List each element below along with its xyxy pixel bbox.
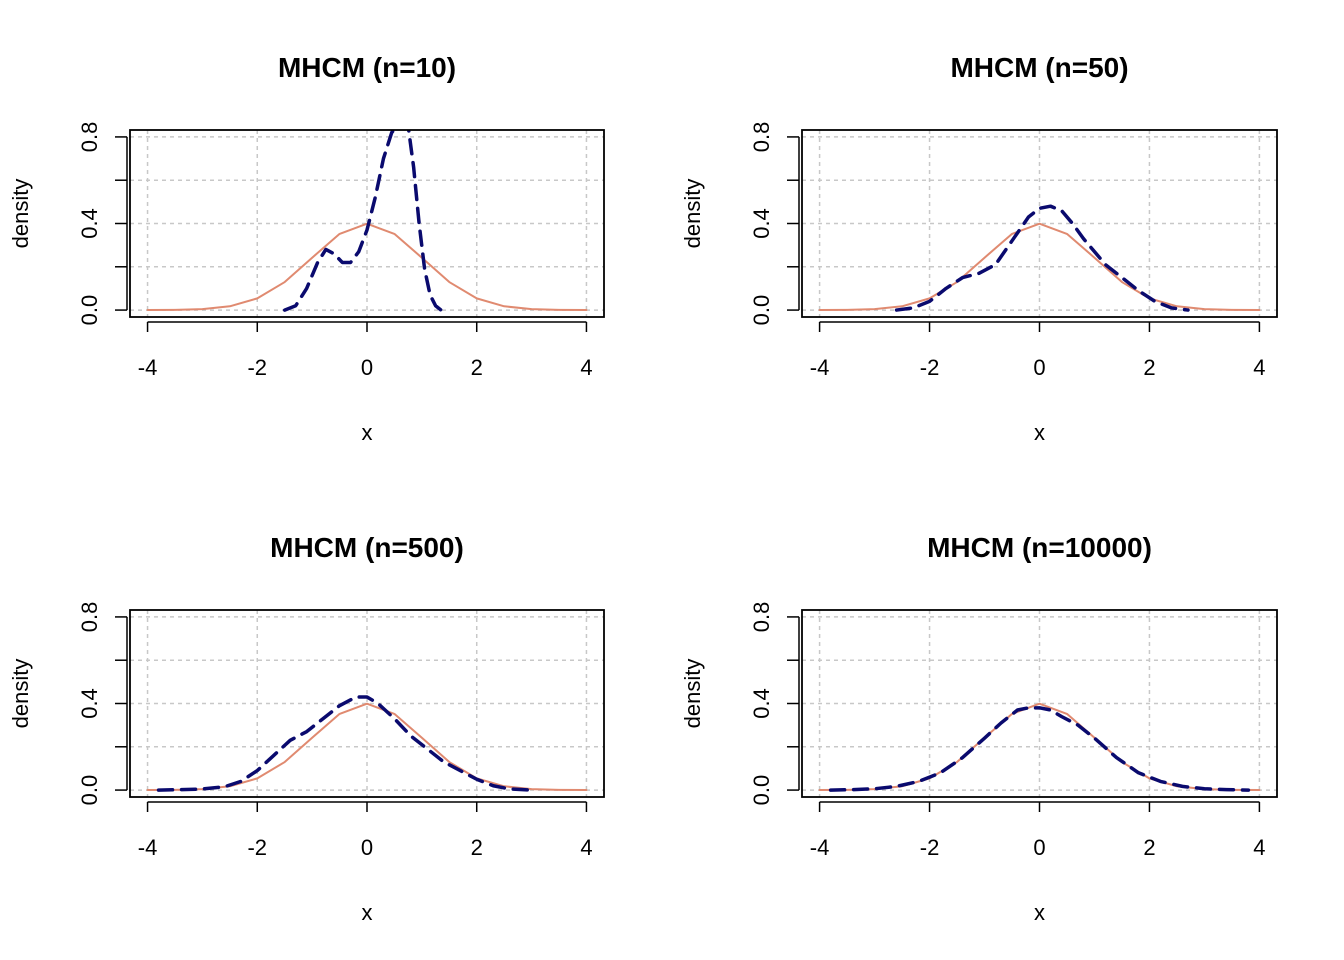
x-tick-label: 4: [1253, 835, 1265, 860]
y-axis-label: density: [680, 659, 705, 729]
grid: [802, 130, 1277, 317]
y-tick-label: 0.4: [77, 688, 102, 719]
y-tick-label: 0.0: [77, 775, 102, 806]
chart-title: MHCM (n=500): [270, 532, 464, 563]
y-tick-label: 0.4: [77, 208, 102, 239]
y-axis: 0.0 0.4 0.8: [77, 602, 128, 806]
y-axis-label: density: [8, 179, 33, 249]
x-axis: -4 -2 0 2 4: [810, 801, 1266, 860]
chart-panel: -4 -2 0 2 4 x 0.0 0.4 0.8 density MHCM (n=500): [8, 532, 605, 925]
x-tick-label: -4: [810, 835, 830, 860]
y-axis: 0.0 0.4 0.8: [77, 122, 128, 326]
series-line-reference: [146, 702, 588, 792]
x-axis-label: x: [1034, 900, 1045, 925]
grid: [802, 610, 1277, 797]
y-axis: 0.0 0.4 0.8: [749, 122, 800, 326]
plot-frame: [129, 609, 605, 798]
y-tick-label: 0.4: [749, 688, 774, 719]
x-axis-label: x: [1034, 420, 1045, 445]
y-axis-label: density: [8, 659, 33, 729]
chart-title: MHCM (n=10): [278, 52, 456, 83]
y-tick-label: 0.8: [77, 122, 102, 153]
x-tick-label: -2: [247, 355, 267, 380]
x-tick-label: 4: [580, 355, 592, 380]
chart-panel: -4 -2 0 2 4 x 0.0 0.4 0.8 density MHCM (n=50): [680, 52, 1278, 445]
x-axis-label: x: [362, 420, 373, 445]
series-line-estimate: [828, 706, 1251, 792]
x-tick-label: 0: [1033, 355, 1045, 380]
x-axis: -4 -2 0 2 4: [810, 321, 1266, 380]
x-tick-label: 2: [471, 835, 483, 860]
grid: [130, 130, 604, 317]
x-tick-label: 4: [1253, 355, 1265, 380]
y-tick-label: 0.0: [749, 775, 774, 806]
chart-title: MHCM (n=10000): [927, 532, 1152, 563]
y-tick-label: 0.8: [749, 122, 774, 153]
chart-panel: -4 -2 0 2 4 x 0.0 0.4 0.8 density MHCM (n=10000): [680, 532, 1278, 925]
x-tick-label: 0: [361, 355, 373, 380]
plot-frame: [801, 129, 1278, 318]
x-tick-label: 2: [1143, 835, 1155, 860]
y-tick-label: 0.0: [749, 295, 774, 326]
x-tick-label: -2: [920, 355, 940, 380]
x-tick-label: 0: [1033, 835, 1045, 860]
y-tick-label: 0.0: [77, 295, 102, 326]
series-line-estimate: [894, 204, 1190, 312]
x-axis: -4 -2 0 2 4: [138, 321, 593, 380]
x-tick-label: -2: [247, 835, 267, 860]
chart-title: MHCM (n=50): [950, 52, 1128, 83]
x-tick-label: 2: [1143, 355, 1155, 380]
y-tick-label: 0.8: [77, 602, 102, 633]
y-tick-label: 0.8: [749, 602, 774, 633]
x-tick-label: -4: [138, 355, 158, 380]
plot-frame: [129, 129, 605, 318]
series-line-estimate: [282, 130, 443, 312]
y-axis: 0.0 0.4 0.8: [749, 602, 800, 806]
y-tick-label: 0.4: [749, 208, 774, 239]
x-axis-label: x: [362, 900, 373, 925]
series-line-reference: [818, 222, 1261, 312]
y-axis-label: density: [680, 179, 705, 249]
x-tick-label: 0: [361, 835, 373, 860]
x-tick-label: -4: [138, 835, 158, 860]
x-tick-label: -2: [920, 835, 940, 860]
x-tick-label: 4: [580, 835, 592, 860]
x-tick-label: 2: [471, 355, 483, 380]
series-line-estimate: [156, 695, 534, 792]
x-axis: -4 -2 0 2 4: [138, 801, 593, 860]
chart-panel: -4 -2 0 2 4 x 0.0 0.4 0.8 density MHCM (n=10): [8, 52, 605, 445]
plot-frame: [801, 609, 1278, 798]
x-tick-label: -4: [810, 355, 830, 380]
